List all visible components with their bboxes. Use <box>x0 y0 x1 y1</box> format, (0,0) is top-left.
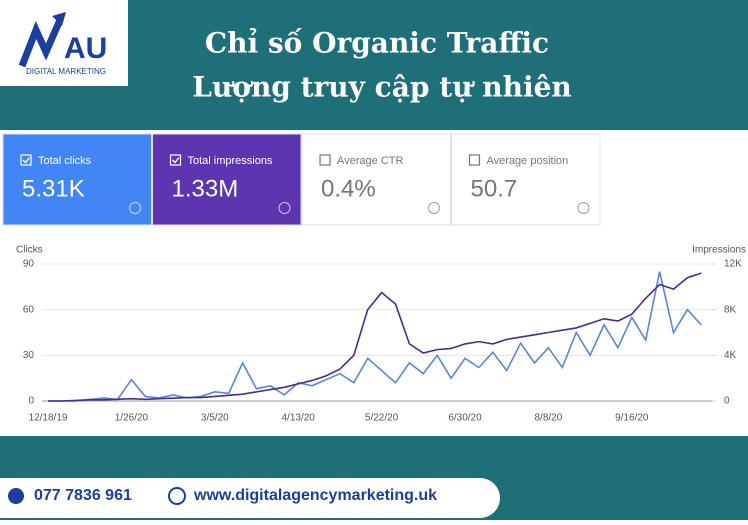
checkmark <box>22 157 31 164</box>
y-tick-label: 30 <box>23 350 35 361</box>
card <box>451 133 601 226</box>
series-line <box>48 271 702 402</box>
y2-tick-label: 0 <box>724 396 730 407</box>
series-line <box>48 272 702 402</box>
card-value: 0.4% <box>321 175 376 202</box>
y-tick-label: 60 <box>23 304 35 315</box>
phone[interactable]: 077 7836 961 <box>34 487 132 504</box>
logo-subtitle: DIGITAL MARKETING <box>26 67 106 76</box>
phone-icon <box>8 488 24 504</box>
card-label: Total impressions <box>188 155 273 167</box>
y-tick-label: 0 <box>28 396 34 407</box>
card <box>2 133 152 226</box>
card <box>152 133 302 226</box>
y2-tick-label: 12K <box>724 259 742 270</box>
x-tick-label: 8/8/20 <box>534 413 562 424</box>
x-tick-label: 4/13/20 <box>282 413 316 424</box>
checkbox[interactable] <box>468 154 481 166</box>
y-tick-label: 90 <box>23 259 35 270</box>
card-label: Average position <box>487 155 569 167</box>
x-tick-label: 9/16/20 <box>615 413 649 424</box>
web-icon <box>168 487 186 505</box>
logo-mark <box>18 18 64 68</box>
y-axis-label: Clicks <box>16 245 43 256</box>
x-tick-label: 6/30/20 <box>448 413 482 424</box>
help-icon <box>278 202 291 214</box>
checkbox[interactable] <box>169 154 182 166</box>
x-tick-label: 5/22/20 <box>365 413 399 424</box>
y2-tick-label: 8K <box>724 304 737 315</box>
x-tick-label: 1/26/20 <box>115 413 149 424</box>
website[interactable]: www.digitalagencymarketing.uk <box>193 487 437 504</box>
card-value: 50.7 <box>471 175 518 202</box>
help-icon <box>129 202 141 214</box>
checkbox[interactable] <box>319 154 331 166</box>
logo-arrow <box>52 12 66 26</box>
y2-axis-label: Impressions <box>692 245 746 256</box>
y2-tick-label: 4K <box>724 350 737 361</box>
card-label: Total clicks <box>38 155 92 167</box>
checkbox[interactable] <box>20 154 32 166</box>
help-icon <box>428 202 440 214</box>
x-tick-label: 3/5/20 <box>201 413 229 424</box>
card <box>301 133 451 226</box>
logo-text: AU <box>64 32 107 65</box>
checkmark <box>172 157 180 164</box>
help-icon <box>577 202 590 214</box>
contact-pill <box>0 478 500 518</box>
card-label: Average CTR <box>337 155 403 167</box>
x-tick-label: 12/18/19 <box>29 413 68 424</box>
subtitle: Lượng truy cập tự nhiên <box>192 71 572 104</box>
title: Chỉ số Organic Traffic <box>205 27 549 60</box>
card-value: 1.33M <box>172 175 239 202</box>
card-value: 5.31K <box>22 175 85 202</box>
